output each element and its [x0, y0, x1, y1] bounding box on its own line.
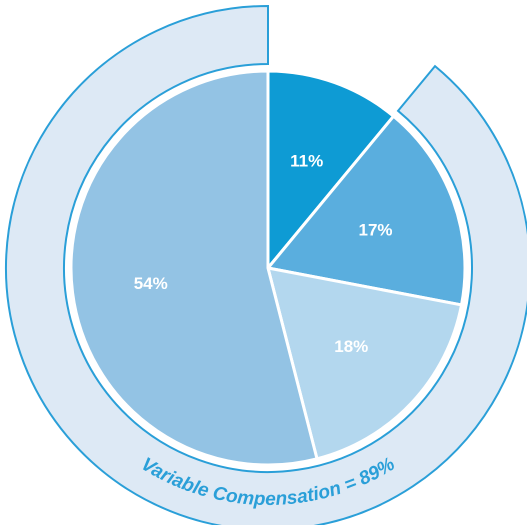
slice-label-2: 17% [358, 220, 392, 239]
pie-slice-2 [266, 114, 467, 307]
pie-slice-1 [266, 69, 396, 270]
slice-label-3: 18% [334, 337, 368, 356]
pie-slice-4 [69, 69, 319, 467]
pie-slice-3 [266, 266, 464, 461]
slice-label-4: 54% [134, 274, 168, 293]
slice-label-1: 11% [290, 151, 323, 170]
outer-arc-band [5, 4, 527, 525]
